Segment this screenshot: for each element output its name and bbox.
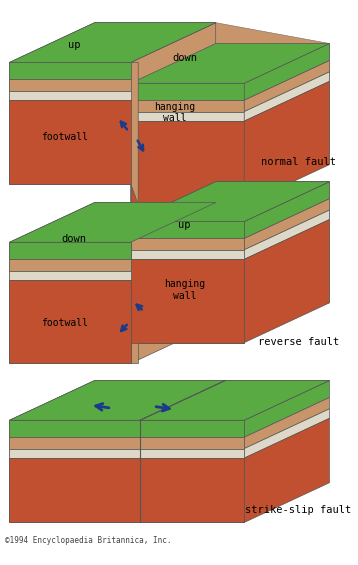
Polygon shape: [9, 202, 216, 242]
Polygon shape: [140, 420, 244, 437]
Polygon shape: [9, 420, 140, 437]
Polygon shape: [9, 437, 140, 449]
Polygon shape: [131, 221, 244, 238]
Polygon shape: [140, 437, 244, 449]
Polygon shape: [131, 238, 244, 250]
Text: down: down: [61, 234, 86, 244]
Text: footwall: footwall: [41, 132, 88, 142]
Polygon shape: [9, 242, 131, 259]
Polygon shape: [9, 100, 131, 184]
Polygon shape: [244, 210, 329, 259]
Polygon shape: [9, 80, 131, 91]
Polygon shape: [216, 182, 329, 324]
Polygon shape: [9, 91, 131, 100]
Polygon shape: [9, 271, 131, 280]
Polygon shape: [140, 449, 244, 458]
Polygon shape: [140, 437, 244, 449]
Polygon shape: [140, 380, 329, 420]
Polygon shape: [9, 380, 225, 420]
Text: up: up: [178, 220, 191, 230]
Polygon shape: [9, 458, 140, 523]
Text: footwall: footwall: [41, 318, 88, 328]
Polygon shape: [131, 112, 244, 121]
Polygon shape: [216, 23, 329, 164]
Polygon shape: [9, 100, 131, 184]
Polygon shape: [131, 250, 244, 259]
Polygon shape: [9, 449, 140, 458]
Text: reverse fault: reverse fault: [257, 337, 339, 346]
Text: normal fault: normal fault: [261, 157, 336, 167]
Polygon shape: [9, 437, 140, 449]
Polygon shape: [9, 280, 131, 363]
Polygon shape: [131, 121, 244, 205]
Polygon shape: [140, 458, 244, 523]
Polygon shape: [131, 100, 244, 112]
Polygon shape: [140, 380, 329, 420]
Polygon shape: [131, 182, 216, 363]
Text: down: down: [172, 53, 197, 63]
Polygon shape: [9, 259, 131, 271]
Polygon shape: [9, 458, 140, 523]
Polygon shape: [131, 62, 138, 205]
Polygon shape: [9, 202, 216, 242]
Polygon shape: [9, 420, 140, 437]
Polygon shape: [9, 242, 131, 259]
Polygon shape: [9, 280, 131, 363]
Polygon shape: [9, 80, 131, 91]
Polygon shape: [9, 62, 131, 80]
Polygon shape: [244, 220, 329, 342]
Text: hanging
wall: hanging wall: [164, 280, 205, 301]
Polygon shape: [131, 238, 244, 250]
Text: up: up: [68, 40, 80, 50]
Polygon shape: [140, 420, 244, 437]
Polygon shape: [9, 23, 216, 62]
Polygon shape: [9, 259, 131, 271]
Polygon shape: [244, 380, 329, 437]
Polygon shape: [140, 458, 244, 523]
Polygon shape: [9, 23, 216, 62]
Text: hanging
wall: hanging wall: [155, 102, 196, 123]
Polygon shape: [9, 91, 131, 100]
Polygon shape: [131, 250, 244, 259]
Polygon shape: [9, 380, 225, 420]
Polygon shape: [140, 449, 244, 458]
Polygon shape: [131, 221, 138, 363]
Polygon shape: [131, 259, 244, 342]
Polygon shape: [131, 182, 329, 221]
Polygon shape: [131, 221, 244, 238]
Polygon shape: [244, 199, 329, 250]
Polygon shape: [244, 398, 329, 449]
Polygon shape: [244, 182, 329, 238]
Polygon shape: [9, 271, 131, 280]
Polygon shape: [9, 449, 140, 458]
Text: strike-slip fault: strike-slip fault: [245, 505, 351, 515]
Polygon shape: [131, 182, 329, 221]
Polygon shape: [244, 72, 329, 121]
Text: ©1994 Encyclopaedia Britannica, Inc.: ©1994 Encyclopaedia Britannica, Inc.: [5, 536, 171, 545]
Polygon shape: [9, 62, 131, 80]
Polygon shape: [131, 23, 216, 205]
Polygon shape: [131, 83, 244, 100]
Polygon shape: [131, 44, 329, 83]
Polygon shape: [131, 259, 244, 342]
Polygon shape: [244, 44, 329, 100]
Polygon shape: [244, 418, 329, 523]
Polygon shape: [244, 81, 329, 205]
Polygon shape: [244, 60, 329, 112]
Polygon shape: [244, 409, 329, 458]
